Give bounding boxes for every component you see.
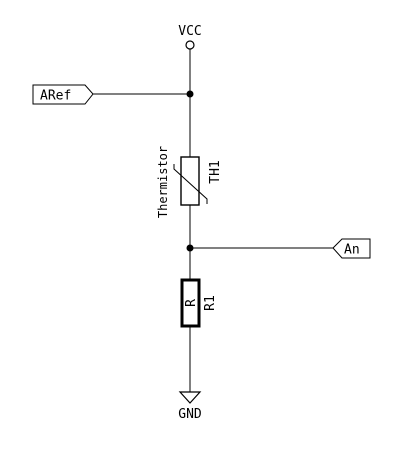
aref-port-flag[interactable] [32,84,94,105]
an-port-label: An [344,243,360,258]
resistor-ref-label: R1 [203,295,218,311]
ground-icon [178,391,202,404]
thermistor-type-label: Thermistor [156,146,170,218]
vcc-label: VCC [178,24,201,39]
thermistor-tempco-icon [173,164,208,204]
thermistor-body[interactable] [180,156,200,206]
thermistor-ref-label: TH1 [208,160,223,183]
junction-dot-aref [186,90,194,98]
vcc-terminal-icon [185,40,195,50]
gnd-label: GND [178,407,202,422]
aref-port-label: ARef [40,89,71,104]
resistor-value-label: R [184,299,199,307]
an-port-flag[interactable] [332,238,371,259]
